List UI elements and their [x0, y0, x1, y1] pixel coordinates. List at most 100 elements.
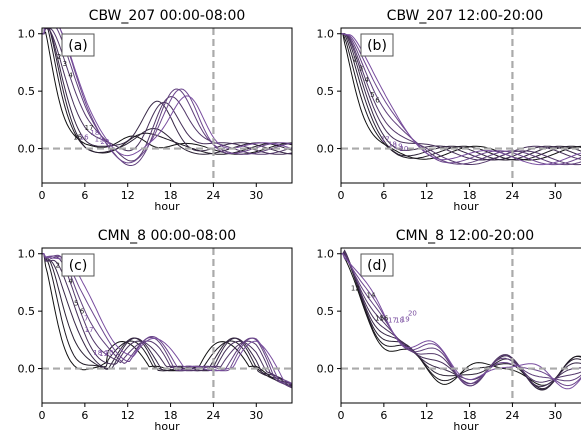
y-tick-label: 0.0 — [317, 363, 335, 376]
x-tick-label: 0 — [39, 409, 46, 422]
marker-label: 17 — [85, 326, 94, 334]
x-tick-label: 0 — [338, 189, 345, 202]
x-tick-label: 6 — [380, 189, 387, 202]
series-line — [341, 33, 581, 161]
marker-label: 2 — [57, 53, 61, 61]
series-line — [42, 253, 292, 385]
marker-label: 15 — [375, 314, 384, 322]
panel-title: CMN_8 12:00-20:00 — [396, 228, 534, 244]
y-tick-label: 0.5 — [317, 85, 335, 98]
series-line — [42, 28, 292, 155]
series-line — [42, 28, 292, 157]
marker-label: 16 — [379, 314, 388, 322]
marker-label: 6 — [375, 97, 380, 105]
marker-label: 20 — [399, 145, 408, 153]
panel-label: (c) — [69, 258, 88, 274]
marker-label: 19 — [394, 143, 403, 151]
marker-label: 19 — [99, 350, 108, 358]
y-tick-label: 0.0 — [18, 143, 36, 156]
y-tick-label: 0.5 — [18, 85, 36, 98]
panel-title: CBW_207 00:00-08:00 — [89, 8, 246, 24]
panel-label-box — [360, 253, 394, 277]
panel-label-box — [61, 33, 95, 57]
series-line — [341, 33, 581, 166]
series-line — [341, 33, 581, 161]
panel-label-box — [360, 33, 394, 57]
x-tick-label: 6 — [81, 189, 88, 202]
series-line — [341, 33, 581, 166]
marker-label: 7 — [84, 314, 88, 322]
marker-label: 16 — [80, 133, 89, 141]
x-axis-label: hour — [154, 420, 180, 433]
x-tick-label: 30 — [548, 409, 562, 422]
series-group — [42, 28, 292, 166]
x-tick-label: 12 — [121, 409, 135, 422]
marker-label: 18 — [388, 140, 397, 148]
x-tick-label: 30 — [548, 189, 562, 202]
axes-frame — [340, 247, 581, 404]
marker-label: 4 — [68, 71, 73, 79]
series-line — [42, 253, 292, 384]
x-axis-label: hour — [154, 200, 180, 213]
marker-label: 4 — [364, 76, 369, 84]
marker-label: 5 — [370, 91, 374, 99]
x-tick-label: 12 — [420, 409, 434, 422]
x-tick-label: 0 — [39, 189, 46, 202]
y-tick-label: 0.0 — [317, 143, 335, 156]
series-line — [42, 253, 292, 389]
series-line — [42, 253, 292, 389]
x-tick-label: 0 — [338, 409, 345, 422]
series-line — [341, 33, 581, 166]
series-line — [341, 253, 581, 387]
marker-label: 6 — [80, 307, 85, 315]
marker-label: 17 — [85, 124, 94, 132]
y-tick-label: 0.5 — [18, 305, 36, 318]
y-tick-label: 1.0 — [317, 248, 335, 261]
panel-label-box — [61, 253, 95, 277]
x-tick-label: 18 — [463, 189, 477, 202]
series-group — [341, 249, 581, 391]
marker-label: 18 — [395, 317, 404, 325]
panel-title: CMN_8 00:00-08:00 — [98, 228, 236, 244]
x-axis-label: hour — [453, 420, 479, 433]
series-line — [341, 33, 581, 166]
series-line — [42, 28, 292, 164]
series-line — [42, 28, 292, 166]
marker-label: 19 — [401, 315, 410, 323]
marker-label: 14 — [367, 291, 376, 299]
y-tick-label: 1.0 — [18, 248, 36, 261]
panel-label: (b) — [367, 38, 387, 54]
x-tick-label: 30 — [249, 409, 263, 422]
marker-label: 3 — [359, 64, 363, 72]
x-tick-label: 12 — [121, 189, 135, 202]
axes-frame — [340, 27, 581, 184]
series-line — [341, 250, 581, 391]
x-tick-label: 24 — [505, 189, 519, 202]
axes-frame — [41, 27, 293, 184]
x-tick-label: 18 — [463, 409, 477, 422]
panel-title: CBW_207 12:00-20:00 — [387, 8, 544, 24]
marker-label: 15 — [73, 133, 82, 141]
axes-frame — [41, 247, 293, 404]
series-line — [341, 253, 581, 387]
series-line — [42, 28, 292, 155]
marker-label: 2 — [353, 55, 357, 63]
series-line — [341, 253, 581, 390]
marker-label: 17 — [388, 317, 397, 325]
marker-label: 5 — [74, 299, 78, 307]
marker-label: 18 — [90, 129, 99, 137]
x-tick-label: 30 — [249, 189, 263, 202]
x-tick-label: 24 — [206, 409, 220, 422]
x-tick-label: 24 — [505, 409, 519, 422]
y-tick-label: 0.0 — [18, 363, 36, 376]
x-tick-label: 18 — [164, 409, 178, 422]
x-tick-label: 6 — [81, 409, 88, 422]
x-axis-label: hour — [453, 200, 479, 213]
marker-label: 20 — [408, 310, 417, 318]
marker-label: 4 — [68, 278, 73, 286]
panel-c: CMN_8 00:00-08:00 2345671718192006121824… — [18, 228, 293, 433]
series-line — [42, 253, 292, 385]
